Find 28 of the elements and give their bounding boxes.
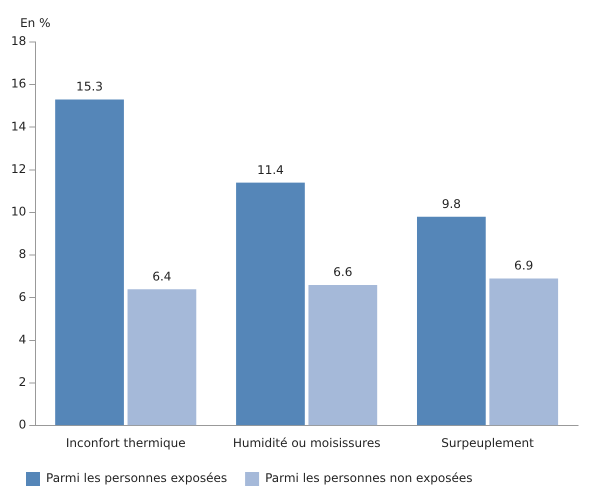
y-tick-label: 0 [18, 418, 26, 432]
x-tick-label: Surpeuplement [441, 436, 534, 450]
bar [128, 289, 196, 426]
bar [489, 278, 558, 426]
x-tick-label: Inconfort thermique [66, 436, 186, 450]
y-tick-label: 6 [18, 290, 26, 304]
y-tick-label: 4 [18, 332, 26, 346]
data-label: 15.3 [76, 80, 103, 94]
y-tick-label: 18 [10, 34, 26, 48]
data-label: 6.4 [152, 269, 172, 284]
bar [55, 100, 124, 426]
data-label: 6.9 [514, 258, 534, 273]
y-tick-label: 14 [10, 119, 26, 134]
legend-label: Parmi les personnes non exposées [265, 471, 473, 486]
data-label: 9.8 [442, 196, 461, 211]
data-label: 6.6 [333, 265, 352, 280]
bar [308, 284, 378, 426]
bar [416, 216, 486, 426]
y-tick-label: 2 [18, 375, 26, 390]
data-label: 11.4 [257, 162, 284, 177]
y-axis-title: En % [20, 16, 50, 30]
y-tick-label: 8 [18, 247, 26, 262]
y-tick-label: 12 [10, 162, 26, 176]
x-tick-label: Humidité ou moisissures [232, 436, 380, 450]
y-tick-label: 10 [10, 204, 26, 219]
legend-label: Parmi les personnes exposées [46, 471, 228, 486]
y-tick-label: 16 [10, 76, 26, 91]
bar [236, 182, 305, 426]
